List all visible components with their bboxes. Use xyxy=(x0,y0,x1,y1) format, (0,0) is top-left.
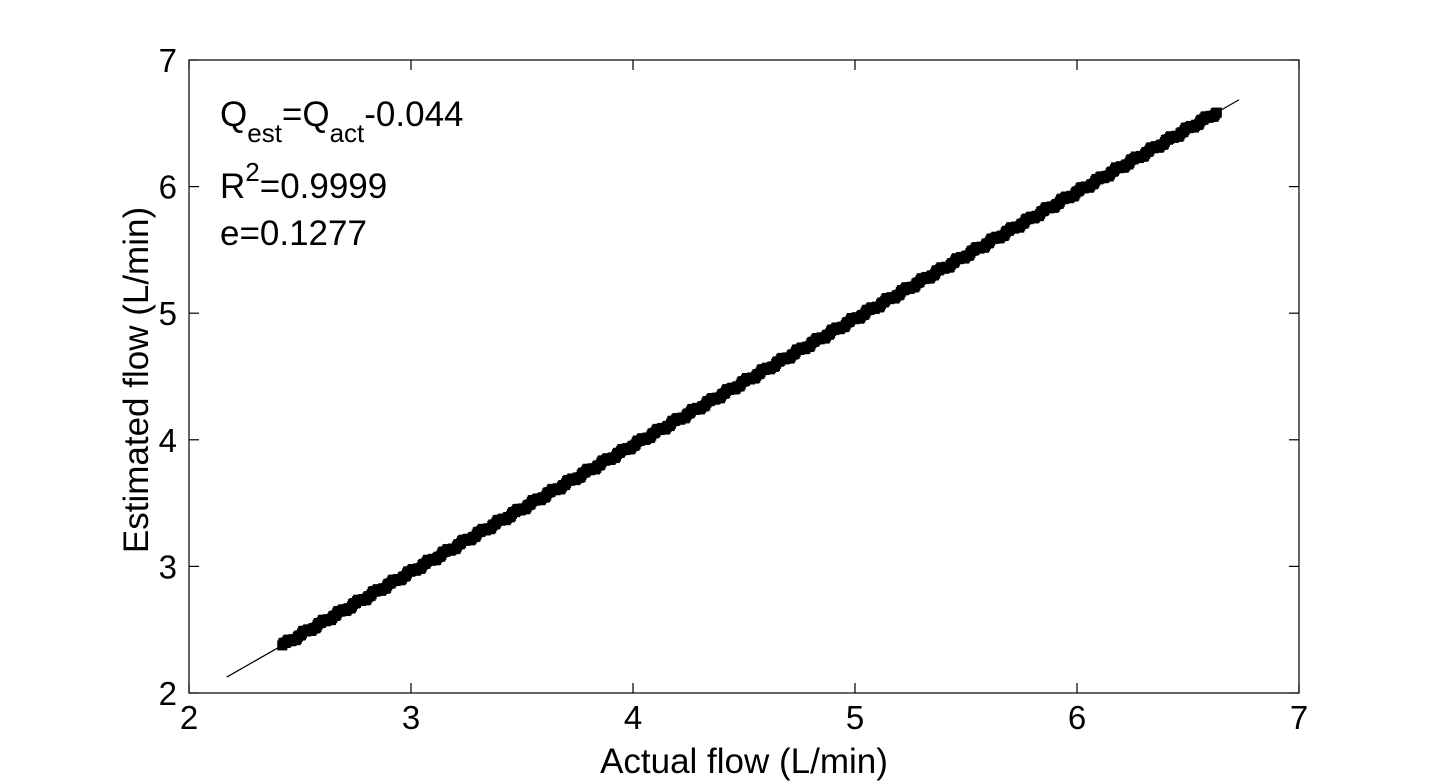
fit-equation-annotation: Qest=Qact-0.044 xyxy=(220,95,464,148)
y-tick-label: 6 xyxy=(159,169,177,206)
equation-subscript-est: est xyxy=(247,118,282,148)
y-tick-label: 5 xyxy=(159,295,177,332)
equation-q: Q xyxy=(220,95,247,134)
equation-intercept: -0.044 xyxy=(364,95,463,134)
x-tick-label: 4 xyxy=(624,699,642,736)
r-squared-value: =0.9999 xyxy=(260,167,388,206)
equation-equals-q: =Q xyxy=(282,95,330,134)
r-squared-base: R xyxy=(220,167,245,206)
x-tick-label: 2 xyxy=(180,699,198,736)
y-tick-label: 3 xyxy=(159,548,177,585)
x-axis-ticks: 2 3 4 5 6 7 xyxy=(180,60,1308,736)
y-tick-label: 7 xyxy=(159,42,177,79)
x-tick-label: 6 xyxy=(1068,699,1086,736)
x-axis-label: Actual flow (L/min) xyxy=(600,742,888,781)
fit-line xyxy=(226,99,1240,678)
r-squared-annotation: R2=0.9999 xyxy=(220,157,387,206)
error-annotation: e=0.1277 xyxy=(220,214,367,253)
y-axis-label: Estimated flow (L/min) xyxy=(117,207,156,553)
x-tick-label: 7 xyxy=(1290,699,1308,736)
y-tick-label: 4 xyxy=(159,422,177,459)
y-tick-label: 2 xyxy=(159,675,177,712)
r-squared-superscript: 2 xyxy=(245,157,259,187)
x-tick-label: 5 xyxy=(846,699,864,736)
equation-subscript-act: act xyxy=(330,118,365,148)
x-tick-label: 3 xyxy=(402,699,420,736)
y-axis-ticks: 2 3 4 5 6 7 xyxy=(159,42,1299,712)
